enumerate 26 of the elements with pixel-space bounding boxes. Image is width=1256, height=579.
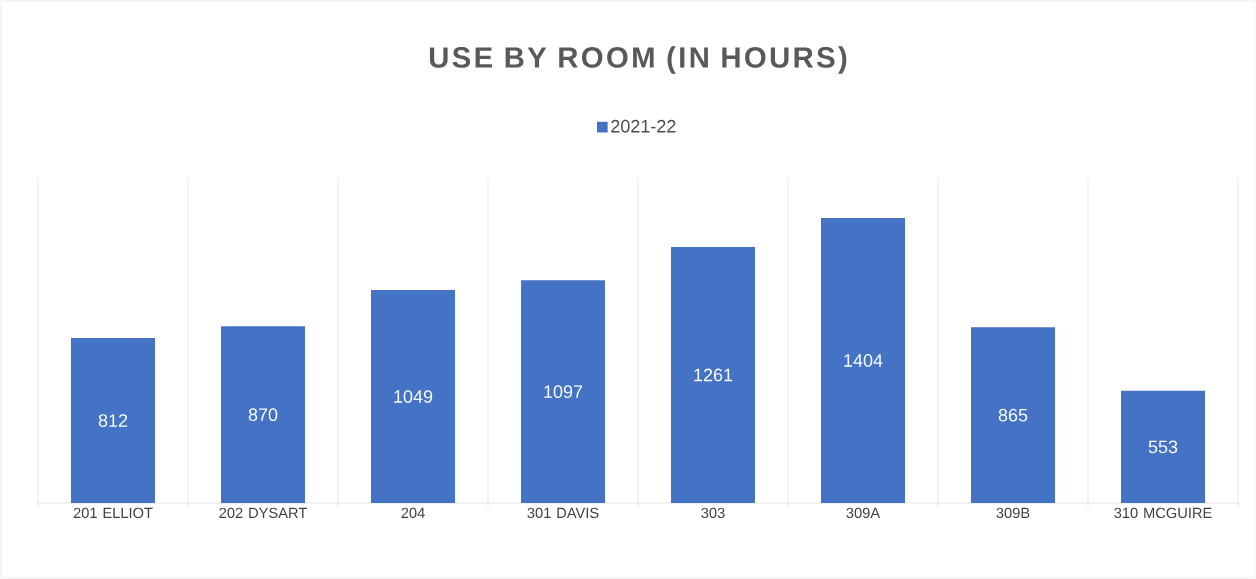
bar: [521, 280, 606, 503]
bar: [371, 289, 456, 503]
x-tick-label: 310 MCGUIRE: [1114, 507, 1212, 519]
data-label: 1261: [694, 368, 733, 382]
data-label: 1049: [394, 390, 433, 403]
x-tick-label: 303: [701, 507, 725, 519]
x-tick-label: 309A: [846, 507, 881, 519]
chart-title: USE BY ROOM (IN HOURS): [429, 46, 847, 74]
legend-label: 2021-22: [611, 119, 676, 133]
x-tick-label: 301 DAVIS: [527, 507, 599, 519]
data-label: 1404: [844, 354, 883, 367]
bar: [821, 217, 906, 503]
data-label: 812: [98, 414, 128, 427]
bar: [71, 338, 155, 503]
data-label: 865: [998, 408, 1028, 422]
x-tick-label: 202 DYSART: [219, 507, 307, 519]
data-label: 1097: [544, 385, 583, 398]
data-label: 553: [1148, 440, 1178, 454]
x-tick-label: 204: [401, 507, 425, 519]
bar: [221, 326, 306, 503]
x-tick-label: 201 ELLIOT: [73, 507, 153, 519]
bar: [671, 246, 756, 503]
bar: [1121, 390, 1206, 503]
data-label: 870: [248, 408, 278, 422]
bar: [971, 327, 1056, 503]
x-tick-label: 309B: [996, 507, 1030, 519]
